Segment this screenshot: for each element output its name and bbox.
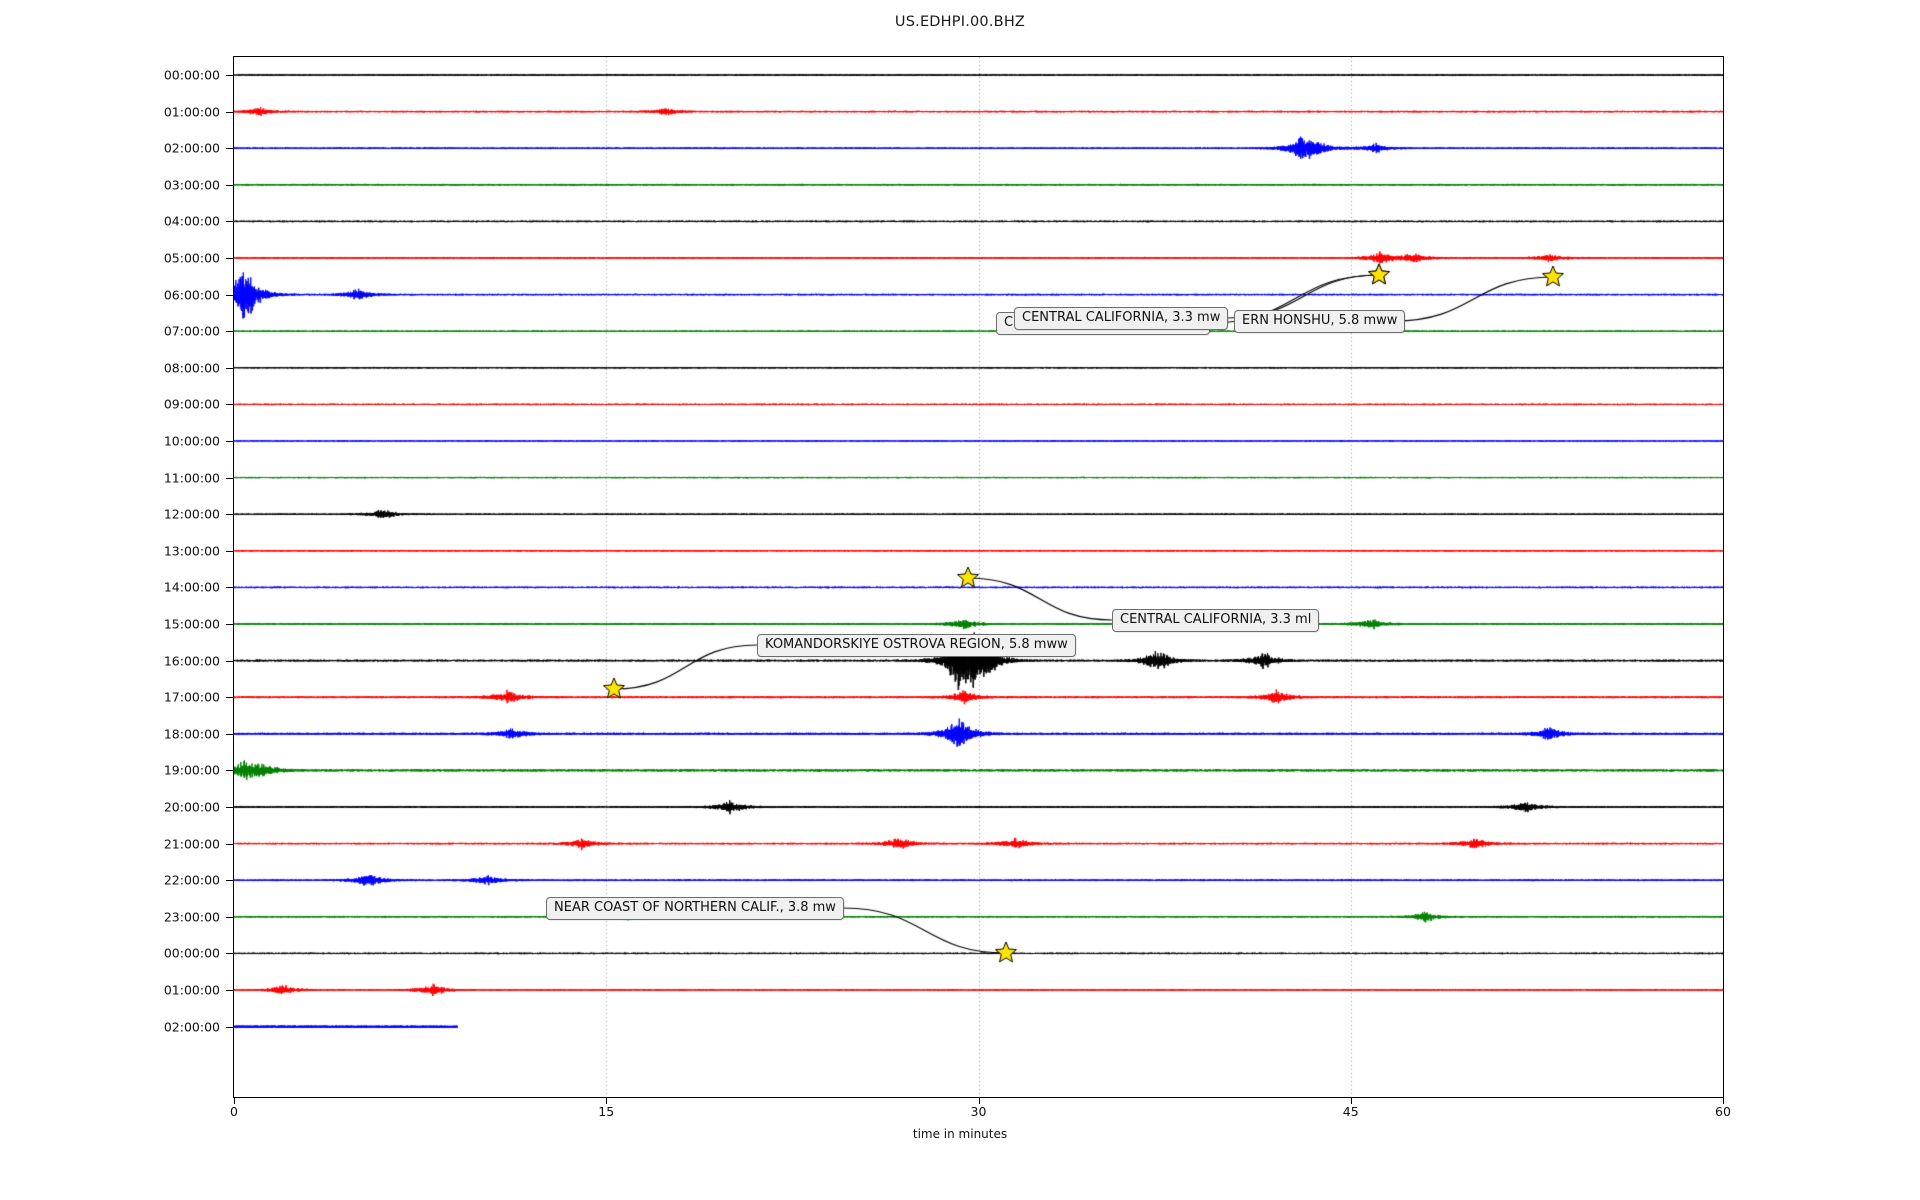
y-axis-tickmark-10 (226, 441, 233, 443)
x-axis-tickmark-30 (978, 1098, 980, 1104)
y-axis-tick-0: 00:00:00 (163, 67, 220, 83)
y-axis-tickmark-22 (226, 880, 233, 882)
annotation-central-california-33mw[interactable]: CENTRAL CALIFORNIA, 3.3 mw (1014, 307, 1229, 330)
y-axis-tick-17: 17:00:00 (163, 689, 220, 705)
y-axis-tick-1: 01:00:00 (163, 104, 220, 120)
y-axis-tick-26: 02:00:00 (163, 1019, 220, 1035)
x-axis-tickmark-0 (234, 1098, 236, 1104)
y-axis-tick-19: 19:00:00 (163, 762, 220, 778)
annotation-komandorskiye-ostrova-58mww[interactable]: KOMANDORSKIYE OSTROVA REGION, 5.8 mww (757, 634, 1076, 657)
y-axis-tick-16: 16:00:00 (163, 653, 220, 669)
y-axis-tickmark-20 (226, 807, 233, 809)
y-axis-tickmark-12 (226, 514, 233, 516)
y-axis-tickmark-1 (226, 111, 233, 113)
y-axis-tickmark-13 (226, 550, 233, 552)
y-axis-tick-9: 09:00:00 (163, 396, 220, 412)
y-axis-tickmark-2 (226, 148, 233, 150)
y-axis-tickmark-25 (226, 990, 233, 992)
y-axis-tick-10: 10:00:00 (163, 433, 220, 449)
x-axis-tick-0: 0 (230, 1104, 238, 1119)
y-axis-tickmark-5 (226, 258, 233, 260)
y-axis-tickmark-18 (226, 733, 233, 735)
seismogram-traces-canvas (234, 57, 1723, 1097)
y-axis-tickmark-4 (226, 221, 233, 223)
y-axis-tickmark-11 (226, 477, 233, 479)
y-axis-tickmark-7 (226, 331, 233, 333)
y-axis-tickmark-9 (226, 404, 233, 406)
y-axis-tick-13: 13:00:00 (163, 543, 220, 559)
y-axis-tick-11: 11:00:00 (163, 470, 220, 486)
y-axis-tick-23: 23:00:00 (163, 909, 220, 925)
x-axis-tick-30: 30 (970, 1104, 987, 1119)
y-axis-tick-24: 00:00:00 (163, 945, 220, 961)
annotation-eastern-honshu-58mww[interactable]: ERN HONSHU, 5.8 mww (1234, 310, 1406, 333)
x-axis-tick-60: 60 (1715, 1104, 1731, 1119)
x-axis-tickmark-60 (1723, 1098, 1725, 1104)
y-axis-tickmark-16 (226, 660, 233, 662)
y-axis-tickmark-14 (226, 587, 233, 589)
y-axis-tickmark-15 (226, 624, 233, 626)
y-axis-tick-6: 06:00:00 (163, 287, 220, 303)
y-axis-tickmark-6 (226, 294, 233, 296)
y-axis-tickmark-21 (226, 843, 233, 845)
x-axis-tick-15: 15 (598, 1104, 615, 1119)
y-axis-tickmark-17 (226, 697, 233, 699)
y-axis-tickmark-19 (226, 770, 233, 772)
y-axis-tick-3: 03:00:00 (163, 177, 220, 193)
annotation-central-california-33ml[interactable]: CENTRAL CALIFORNIA, 3.3 ml (1112, 609, 1320, 632)
x-axis-tickmark-45 (1350, 1098, 1352, 1104)
y-axis-tickmark-0 (226, 75, 233, 77)
y-axis-tickmark-3 (226, 184, 233, 186)
y-axis-tick-18: 18:00:00 (163, 726, 220, 742)
y-axis-tick-14: 14:00:00 (163, 579, 220, 595)
x-axis-tick-45: 45 (1342, 1104, 1359, 1119)
y-axis-tick-12: 12:00:00 (163, 506, 220, 522)
y-axis-tickmark-23 (226, 916, 233, 918)
x-axis-tickmark-15 (606, 1098, 608, 1104)
y-axis-tick-5: 05:00:00 (163, 250, 220, 266)
y-axis-tick-25: 01:00:00 (163, 982, 220, 998)
y-axis-tickmark-24 (226, 953, 233, 955)
y-axis-tick-15: 15:00:00 (163, 616, 220, 632)
seismogram-plot-area (233, 56, 1724, 1098)
y-axis-tickmark-8 (226, 367, 233, 369)
y-axis-tick-22: 22:00:00 (163, 872, 220, 888)
y-axis-tick-4: 04:00:00 (163, 213, 220, 229)
y-axis-tick-7: 07:00:00 (163, 323, 220, 339)
y-axis-tick-8: 08:00:00 (163, 360, 220, 376)
y-axis-tick-2: 02:00:00 (163, 140, 220, 156)
x-axis-label: time in minutes (912, 1127, 1008, 1141)
y-axis-tickmark-26 (226, 1026, 233, 1028)
y-axis-tick-20: 20:00:00 (163, 799, 220, 815)
annotation-near-coast-northern-calif-38mw[interactable]: NEAR COAST OF NORTHERN CALIF., 3.8 mw (546, 897, 844, 920)
y-axis-tick-21: 21:00:00 (163, 836, 220, 852)
page-title: US.EDHPI.00.BHZ (894, 14, 1026, 30)
